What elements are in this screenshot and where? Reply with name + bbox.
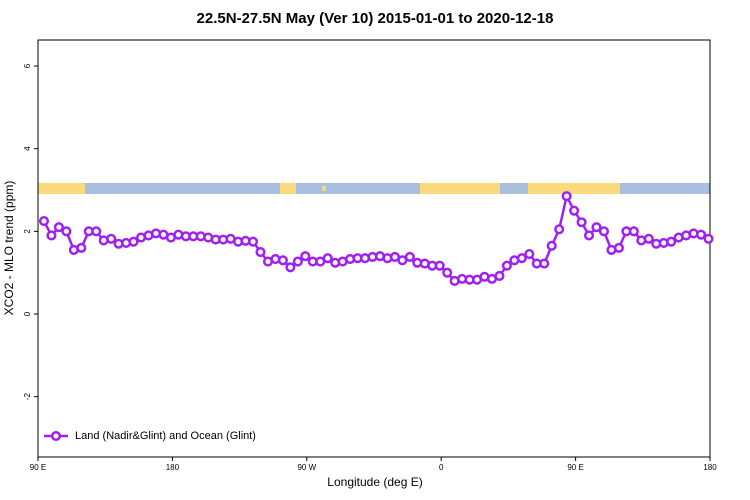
data-point xyxy=(576,217,587,228)
y-tick-label: 0 xyxy=(23,311,32,316)
data-point xyxy=(434,260,445,271)
data-point xyxy=(546,240,557,251)
data-point xyxy=(247,236,259,247)
x-axis-label: Longitude (deg E) xyxy=(327,475,422,489)
x-tick-label: 180 xyxy=(166,463,180,472)
data-point xyxy=(76,242,87,253)
data-point xyxy=(501,260,512,271)
chart-title: 22.5N-27.5N May (Ver 10) 2015-01-01 to 2… xyxy=(197,10,554,27)
data-point xyxy=(292,256,303,267)
legend-marker xyxy=(50,430,62,442)
x-tick-label: 180 xyxy=(703,463,717,472)
data-point xyxy=(628,226,639,237)
data-point xyxy=(404,251,415,263)
data-point xyxy=(322,253,333,264)
data-point xyxy=(46,230,57,241)
y-tick-label: 2 xyxy=(23,229,32,234)
y-axis-label: XCO2 - MLO trend (ppm) xyxy=(2,181,16,316)
data-point xyxy=(494,270,505,282)
data-point xyxy=(524,249,535,260)
x-tick-label: 90 E xyxy=(567,463,583,472)
data-point xyxy=(53,222,64,233)
data-point xyxy=(703,233,714,244)
data-point xyxy=(38,215,50,227)
data-point xyxy=(255,246,266,258)
land-ocean-strip xyxy=(38,183,710,194)
data-point xyxy=(277,255,288,266)
data-point xyxy=(516,253,527,264)
data-point xyxy=(61,226,72,237)
data-point xyxy=(591,222,602,233)
legend-label: Land (Nadir&Glint) and Ocean (Glint) xyxy=(75,430,256,442)
data-point xyxy=(128,236,139,247)
data-point xyxy=(285,262,296,273)
data-point xyxy=(695,229,707,240)
x-tick-label: 90 E xyxy=(30,463,46,472)
x-tick-label: 90 W xyxy=(297,463,316,472)
data-point xyxy=(554,224,565,235)
data-point xyxy=(569,205,580,216)
data-point xyxy=(561,191,572,202)
data-point xyxy=(539,258,550,269)
data-point xyxy=(613,242,624,253)
data-point xyxy=(442,267,453,278)
data-point xyxy=(643,233,654,244)
data-point xyxy=(598,226,610,237)
data-point xyxy=(91,226,102,237)
data-point xyxy=(300,251,311,262)
plot-frame xyxy=(37,39,711,458)
data-point xyxy=(106,233,117,244)
data-point xyxy=(583,230,595,241)
x-tick-label: 0 xyxy=(439,463,444,472)
data-point xyxy=(666,236,677,247)
y-tick-label: 4 xyxy=(23,146,32,151)
y-tick-label: -2 xyxy=(23,393,32,401)
y-tick-label: 6 xyxy=(23,63,32,68)
